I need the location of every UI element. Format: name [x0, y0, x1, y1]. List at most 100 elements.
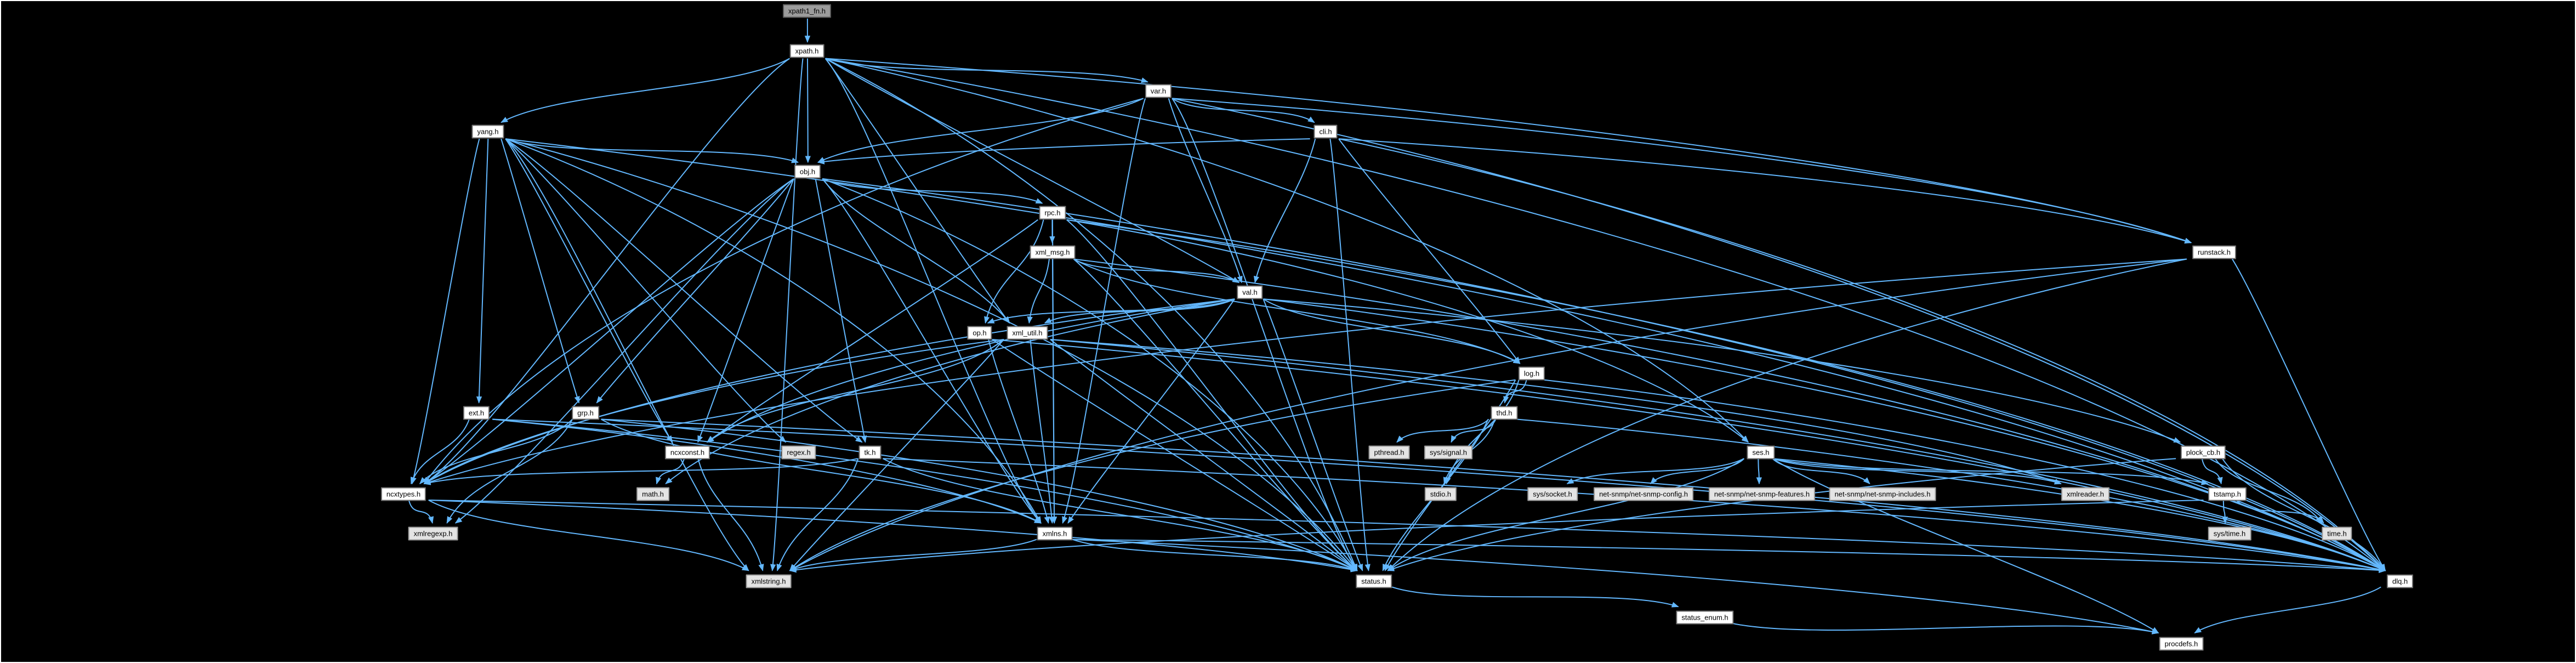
edge-yang-xmlns: [505, 138, 1042, 524]
edge-yang-tk: [505, 138, 863, 443]
node-yang[interactable]: yang.h: [471, 124, 504, 139]
edge-grp-xmlregexp: [446, 419, 573, 524]
node-plock_cb[interactable]: plock_cb.h: [2180, 445, 2226, 460]
edge-cli-status: [1329, 139, 1371, 571]
edge-cli-dlq: [1338, 138, 2386, 571]
edge-var-status: [1172, 98, 1358, 571]
edge-xml_msg-xml_util: [1027, 259, 1050, 324]
node-xmlregexp: xmlregexp.h: [408, 526, 458, 541]
node-sys_socket: sys/socket.h: [1527, 487, 1578, 501]
edge-val-ncxconst: [706, 298, 1235, 443]
edge-ncxtypes-status: [428, 499, 1358, 573]
edge-val-math: [665, 298, 1235, 484]
edge-val-xmlns: [1067, 298, 1235, 524]
edge-xmlns-xmlstring: [789, 539, 1037, 571]
edge-yang-status: [505, 138, 1358, 571]
edge-obj-dlq: [822, 178, 2386, 571]
edge-ses-tstamp: [1772, 458, 2209, 485]
edge-var-obj: [817, 98, 1144, 163]
node-rpc[interactable]: rpc.h: [1039, 206, 1066, 220]
node-status_enum[interactable]: status_enum.h: [1676, 610, 1734, 625]
node-dlq[interactable]: dlq.h: [2386, 574, 2414, 588]
node-op[interactable]: op.h: [967, 326, 992, 340]
edge-grp-ncxtypes: [419, 418, 573, 485]
node-log[interactable]: log.h: [1518, 366, 1545, 381]
edge-status_enum-procdefs: [1731, 622, 2159, 634]
node-snmp_config: net-snmp/net-snmp-config.h: [1594, 487, 1693, 501]
edge-xpath-yang: [501, 58, 790, 123]
node-val[interactable]: val.h: [1237, 285, 1263, 299]
edge-xml_util-xmlns: [1030, 339, 1055, 524]
edge-grp-dlq: [601, 418, 2386, 573]
node-procdefs[interactable]: procdefs.h: [2159, 637, 2204, 651]
edge-log-dlq: [1544, 379, 2386, 571]
edge-plock_cb-dlq: [2222, 458, 2386, 571]
edge-yang-ext: [476, 139, 489, 404]
edge-val-plock_cb: [1263, 298, 2181, 443]
edge-xmlns-dlq: [1072, 539, 2386, 574]
node-xmlns[interactable]: xmlns.h: [1037, 526, 1073, 541]
edge-xpath-xmlstring: [770, 58, 804, 571]
edge-runstack-dlq: [2232, 258, 2386, 571]
edge-rpc-status: [1066, 219, 1358, 571]
edge-xpath-ncxtypes: [423, 58, 790, 484]
edge-cli-val: [1253, 138, 1316, 284]
edge-yang-xmlstring: [505, 138, 749, 571]
edge-xml_util-dlq: [1050, 338, 2386, 571]
edge-runstack-ncxtypes: [423, 258, 2187, 485]
node-tk[interactable]: tk.h: [858, 445, 882, 460]
edge-ncxtypes-xmlstring: [428, 500, 749, 571]
edge-obj-rpc: [822, 178, 1043, 204]
edge-dlq-procdefs: [2194, 586, 2381, 634]
edge-xml_msg-log: [1073, 258, 1521, 364]
node-ses[interactable]: ses.h: [1747, 445, 1775, 460]
edge-var-runstack: [1172, 98, 2192, 243]
edge-val-log: [1263, 298, 1521, 364]
node-xml_msg[interactable]: xml_msg.h: [1030, 245, 1076, 259]
edge-tstamp-time: [2236, 500, 2324, 524]
edge-op-xmlns: [988, 339, 1050, 524]
node-xpath[interactable]: xpath.h: [789, 44, 824, 58]
node-grp[interactable]: grp.h: [572, 406, 599, 420]
node-xmlstring: xmlstring.h: [746, 574, 792, 588]
node-pthread: pthread.h: [1368, 445, 1410, 460]
edge-thd-pthread: [1396, 418, 1489, 443]
edge-var-ncxtypes: [423, 98, 1144, 485]
node-obj[interactable]: obj.h: [794, 165, 821, 179]
node-cli[interactable]: cli.h: [1313, 124, 1338, 139]
node-var[interactable]: var.h: [1145, 84, 1172, 98]
edge-xml_msg-status: [1073, 258, 1358, 571]
node-ncxtypes[interactable]: ncxtypes.h: [380, 487, 427, 501]
edge-rpc-op: [984, 219, 1044, 324]
node-tstamp[interactable]: tstamp.h: [2208, 487, 2247, 501]
edge-val-op: [987, 298, 1235, 324]
edge-xml_msg-xmlns: [1051, 259, 1057, 524]
node-ext[interactable]: ext.h: [463, 406, 490, 420]
edge-tstamp-sys_time: [2222, 500, 2228, 524]
node-sys_time: sys/time.h: [2208, 526, 2251, 541]
edge-xml_util-xmlreader: [1050, 338, 2062, 485]
edge-yang-dlq: [505, 138, 2386, 571]
edge-xml_msg-dlq: [1073, 258, 2386, 571]
edge-ext-status: [492, 418, 1358, 571]
edge-ses-status: [1387, 458, 1744, 571]
edge-xpath-status: [825, 58, 1358, 571]
edge-obj-xmlns: [822, 178, 1042, 524]
edge-obj-ncxtypes: [423, 178, 794, 484]
node-status[interactable]: status.h: [1356, 574, 1392, 588]
edge-xml_util-xmlstring: [789, 339, 1004, 571]
node-thd[interactable]: thd.h: [1491, 406, 1518, 420]
edge-xpath-val: [825, 58, 1240, 284]
edge-yang-regex: [505, 138, 787, 443]
edge-var-cli: [1172, 98, 1315, 123]
edge-log-xmlstring: [789, 379, 1516, 571]
node-runstack[interactable]: runstack.h: [2192, 245, 2236, 259]
node-xml_util[interactable]: xml_util.h: [1006, 326, 1048, 340]
edge-obj-tk: [815, 178, 867, 443]
edge-cli-log: [1338, 138, 1521, 364]
node-ncxconst[interactable]: ncxconst.h: [664, 445, 710, 460]
node-xmlreader: xmlreader.h: [2061, 487, 2109, 501]
edge-ses-snmp_features: [1756, 458, 1762, 485]
edge-ext-dlq: [492, 418, 2386, 573]
edge-thd-sys_signal: [1451, 419, 1497, 443]
